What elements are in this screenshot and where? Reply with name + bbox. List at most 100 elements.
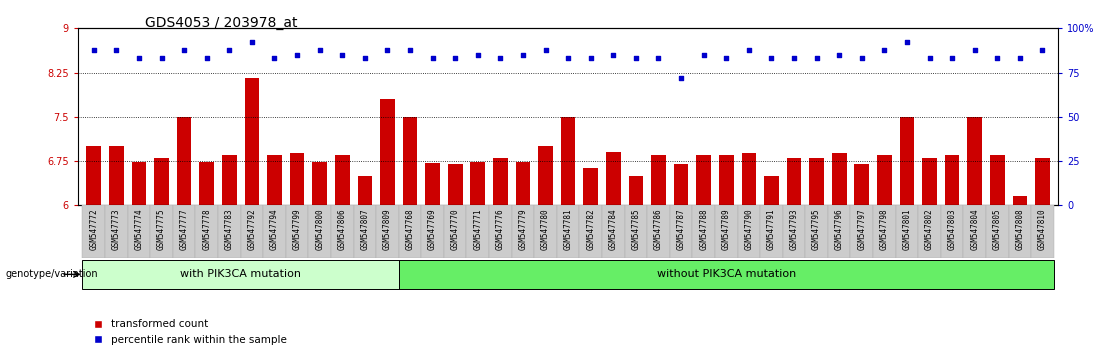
Point	[876, 47, 893, 52]
Text: GSM547782: GSM547782	[586, 208, 595, 250]
Bar	[900, 117, 915, 205]
Text: GSM547773: GSM547773	[111, 208, 121, 250]
Bar	[82, 205, 105, 258]
Bar	[693, 205, 715, 258]
Bar	[719, 155, 734, 205]
Bar	[535, 205, 557, 258]
Bar	[195, 205, 218, 258]
Text: GSM547810: GSM547810	[1038, 208, 1047, 250]
Text: GSM547781: GSM547781	[564, 208, 573, 250]
Bar	[945, 155, 959, 205]
Text: GSM547802: GSM547802	[925, 208, 934, 250]
Bar	[715, 205, 737, 258]
Bar	[222, 155, 236, 205]
Bar	[854, 164, 869, 205]
Point	[808, 56, 825, 61]
Text: GSM547803: GSM547803	[948, 208, 957, 250]
Text: GSM547783: GSM547783	[225, 208, 234, 250]
Point	[1034, 47, 1052, 52]
Text: GSM547772: GSM547772	[89, 208, 98, 250]
Point	[356, 56, 374, 61]
Bar	[579, 205, 602, 258]
Point	[289, 52, 306, 58]
Bar	[696, 155, 711, 205]
Bar	[290, 153, 304, 205]
Bar	[443, 205, 467, 258]
Text: GSM547775: GSM547775	[157, 208, 166, 250]
Text: GSM547799: GSM547799	[293, 208, 302, 250]
Point	[153, 56, 170, 61]
Bar	[245, 79, 260, 205]
Bar	[832, 153, 847, 205]
Bar	[1035, 158, 1049, 205]
Bar	[358, 176, 372, 205]
Bar	[154, 158, 169, 205]
Text: GDS4053 / 203978_at: GDS4053 / 203978_at	[145, 16, 297, 30]
Text: GSM547769: GSM547769	[428, 208, 437, 250]
Bar	[399, 260, 1054, 289]
Bar	[967, 117, 983, 205]
Point	[740, 47, 758, 52]
Bar	[199, 162, 214, 205]
Text: GSM547790: GSM547790	[744, 208, 753, 250]
Bar	[1008, 205, 1032, 258]
Text: GSM547809: GSM547809	[383, 208, 392, 250]
Text: GSM547791: GSM547791	[766, 208, 776, 250]
Bar	[625, 205, 647, 258]
Text: GSM547786: GSM547786	[654, 208, 663, 250]
Bar	[286, 205, 309, 258]
Bar	[560, 117, 576, 205]
Bar	[331, 205, 353, 258]
Point	[920, 56, 938, 61]
Text: GSM547784: GSM547784	[609, 208, 618, 250]
Text: GSM547798: GSM547798	[880, 208, 889, 250]
Bar	[538, 146, 553, 205]
Point	[672, 75, 690, 81]
Text: GSM547770: GSM547770	[451, 208, 460, 250]
Point	[379, 47, 397, 52]
Bar	[309, 205, 331, 258]
Bar	[241, 205, 263, 258]
Bar	[557, 205, 579, 258]
Bar	[647, 205, 670, 258]
Point	[333, 52, 351, 58]
Text: with PIK3CA mutation: with PIK3CA mutation	[180, 269, 301, 279]
Point	[695, 52, 713, 58]
Bar	[877, 155, 891, 205]
Bar	[652, 155, 666, 205]
Point	[559, 56, 577, 61]
Text: GSM547794: GSM547794	[270, 208, 278, 250]
Point	[582, 56, 599, 61]
Point	[221, 47, 238, 52]
Bar	[737, 205, 760, 258]
Bar	[896, 205, 918, 258]
Point	[85, 47, 102, 52]
Point	[447, 56, 465, 61]
Text: GSM547805: GSM547805	[993, 208, 1001, 250]
Bar	[809, 158, 824, 205]
Text: GSM547797: GSM547797	[858, 208, 867, 250]
Text: GSM547800: GSM547800	[315, 208, 324, 250]
Bar	[399, 205, 421, 258]
Point	[717, 56, 735, 61]
Bar	[986, 205, 1008, 258]
Point	[311, 47, 329, 52]
Point	[130, 56, 148, 61]
Bar	[380, 99, 394, 205]
Text: GSM547785: GSM547785	[632, 208, 641, 250]
Bar	[335, 155, 350, 205]
Point	[785, 56, 803, 61]
Text: GSM547768: GSM547768	[405, 208, 414, 250]
Point	[944, 56, 961, 61]
Bar	[109, 146, 124, 205]
Text: GSM547787: GSM547787	[676, 208, 685, 250]
Bar	[128, 205, 150, 258]
Point	[649, 56, 667, 61]
Bar	[426, 163, 440, 205]
Bar	[873, 205, 896, 258]
Point	[627, 56, 645, 61]
Point	[853, 56, 871, 61]
Bar	[606, 152, 620, 205]
Bar	[82, 260, 399, 289]
Text: GSM547793: GSM547793	[790, 208, 799, 250]
